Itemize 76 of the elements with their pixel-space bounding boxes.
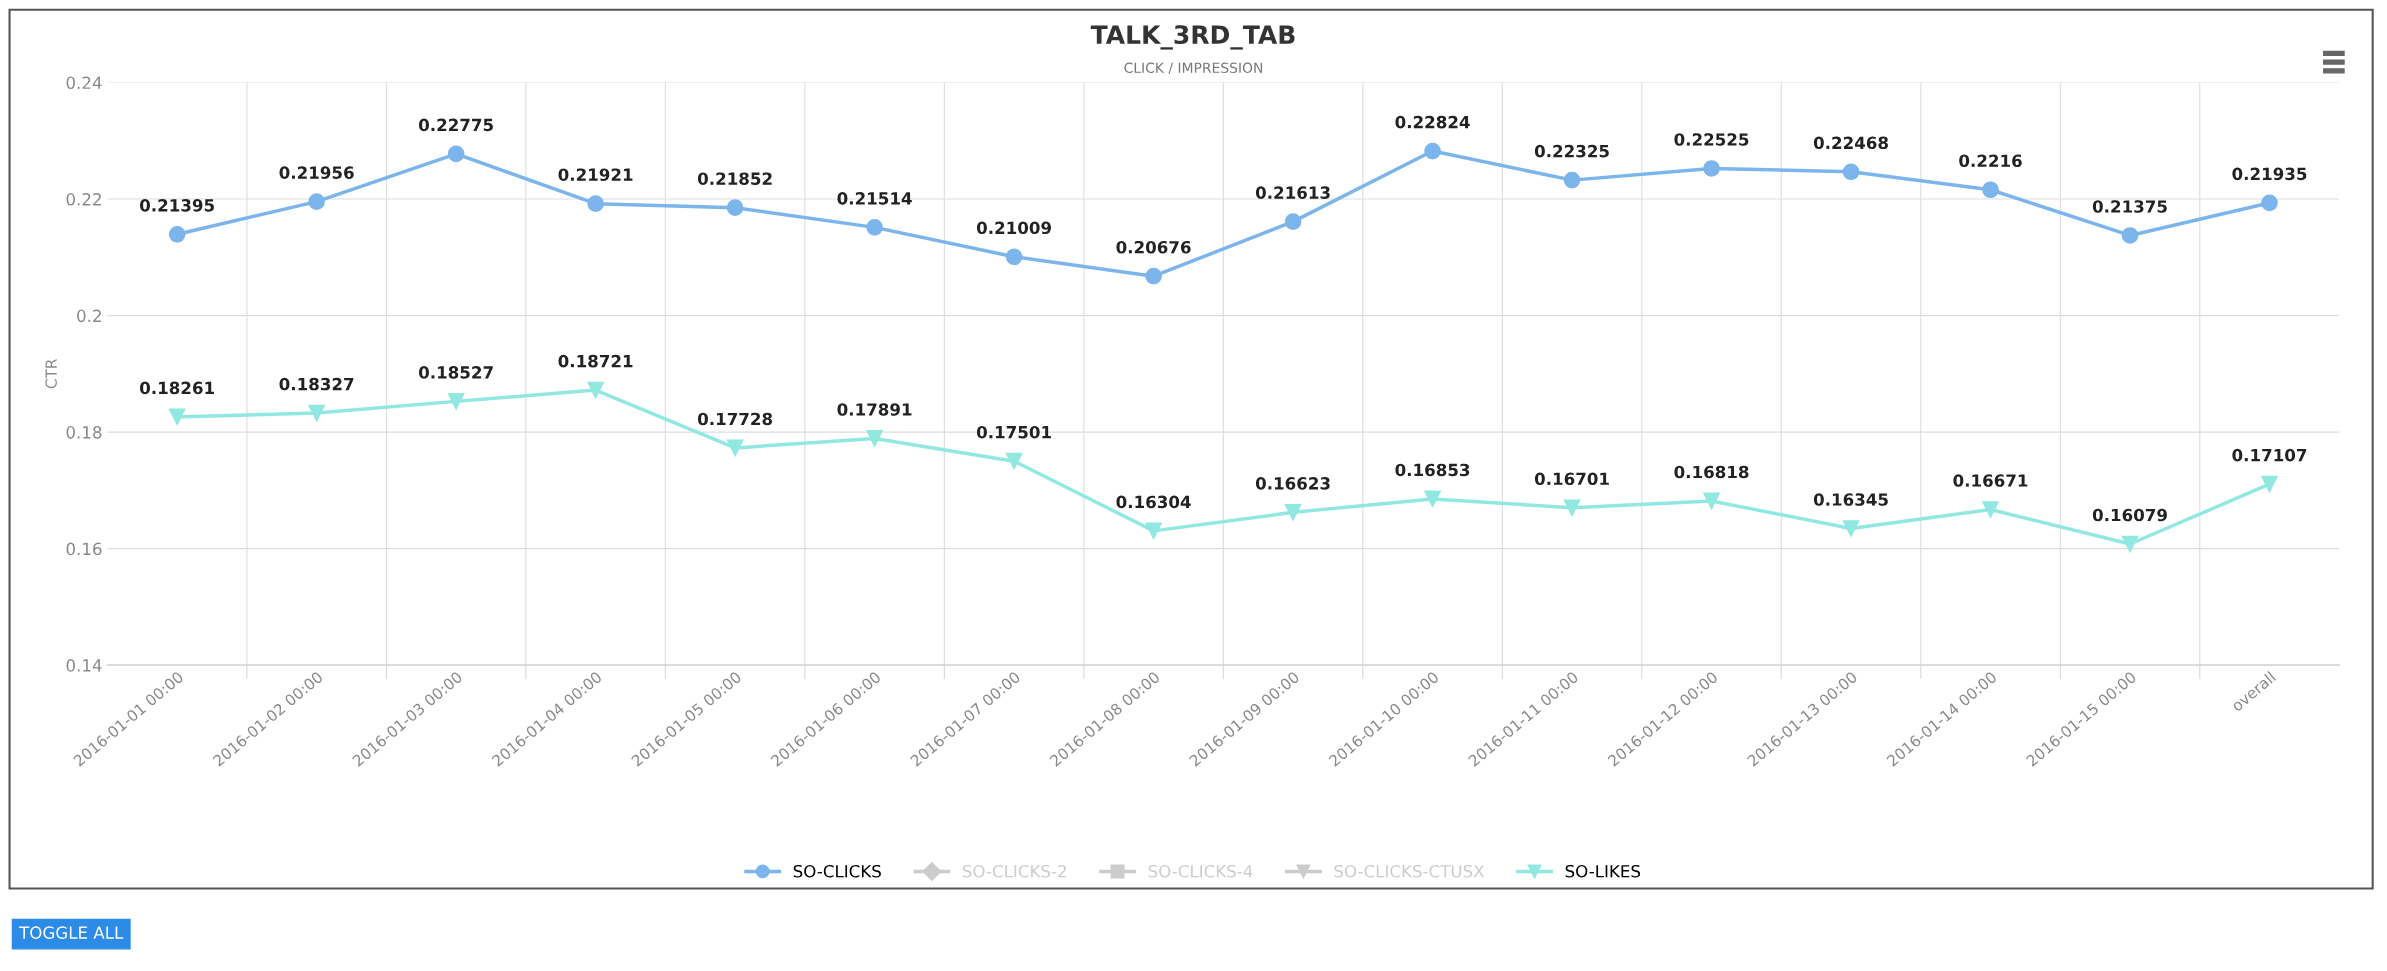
point bbox=[866, 219, 883, 236]
data-label: 0.21852 bbox=[697, 172, 772, 185]
data-label: 0.21514 bbox=[837, 192, 912, 205]
data-label: 0.20676 bbox=[1116, 240, 1191, 254]
data-label: 0.16345 bbox=[1813, 493, 1888, 506]
chart-subtitle: CLICK / IMPRESSION bbox=[1124, 62, 1263, 75]
data-label: 0.18327 bbox=[279, 377, 354, 391]
data-label: 0.21956 bbox=[279, 166, 354, 179]
data-label: 0.21935 bbox=[2232, 167, 2307, 181]
y-tick-label: 0.18 bbox=[66, 426, 102, 439]
point bbox=[1982, 181, 1999, 199]
point bbox=[168, 225, 186, 243]
data-label: 0.16853 bbox=[1395, 463, 1470, 477]
point bbox=[1145, 522, 1162, 540]
point bbox=[587, 195, 604, 212]
data-label: 0.17728 bbox=[697, 412, 773, 426]
point bbox=[866, 430, 883, 447]
text: TOGGLE ALL bbox=[19, 926, 124, 939]
point bbox=[308, 193, 325, 210]
point bbox=[1982, 501, 1999, 518]
point bbox=[1145, 267, 1162, 285]
legend-label: SO-LIKES bbox=[1565, 864, 1641, 878]
point bbox=[1703, 492, 1720, 510]
point bbox=[447, 145, 465, 163]
data-label: 0.22824 bbox=[1395, 115, 1470, 129]
point bbox=[2261, 475, 2278, 493]
data-label: 0.22325 bbox=[1534, 144, 1609, 158]
data-label: 0.16623 bbox=[1255, 477, 1330, 490]
data-label: 0.16079 bbox=[2092, 508, 2167, 522]
point bbox=[2261, 194, 2278, 212]
data-label: 0.21613 bbox=[1255, 186, 1330, 199]
data-label: 0.18721 bbox=[558, 354, 633, 368]
data-label: 0.22525 bbox=[1674, 133, 1749, 146]
data-label: 0.17501 bbox=[976, 425, 1051, 439]
point bbox=[1563, 171, 1581, 189]
point bbox=[1005, 452, 1023, 470]
chart-title: TALK_3RD_TAB bbox=[1090, 25, 1295, 50]
point bbox=[308, 404, 325, 422]
data-label: 0.16304 bbox=[1116, 495, 1191, 509]
point bbox=[447, 393, 465, 410]
legend-label: SO-CLICKS bbox=[793, 864, 881, 878]
data-label: 0.21009 bbox=[976, 221, 1051, 235]
data-label: 0.18261 bbox=[140, 381, 214, 395]
y-tick-label: 0.2 bbox=[77, 309, 101, 323]
point bbox=[2121, 535, 2139, 553]
point bbox=[1284, 213, 1302, 230]
point bbox=[1284, 503, 1302, 521]
y-axis-title: CTR bbox=[45, 358, 57, 389]
point bbox=[1703, 160, 1720, 177]
point bbox=[168, 408, 186, 426]
point bbox=[587, 381, 604, 399]
point bbox=[1842, 163, 1860, 181]
y-tick-label: 0.16 bbox=[66, 542, 102, 556]
data-label: 0.16818 bbox=[1674, 465, 1749, 479]
data-label: 0.22775 bbox=[418, 118, 493, 132]
y-tick-label: 0.24 bbox=[66, 76, 102, 90]
data-label: 0.17107 bbox=[2232, 448, 2307, 462]
data-label: 0.21921 bbox=[558, 168, 633, 181]
data-label: 0.17891 bbox=[837, 403, 912, 416]
data-label: 0.21395 bbox=[140, 199, 214, 212]
data-label: 0.18527 bbox=[418, 366, 493, 379]
point bbox=[726, 199, 744, 217]
y-tick-label: 0.14 bbox=[66, 659, 102, 672]
point bbox=[1842, 520, 1860, 537]
point bbox=[2121, 227, 2139, 244]
point bbox=[1424, 490, 1441, 508]
data-label: 0.16671 bbox=[1953, 474, 2028, 487]
y-tick-label: 0.22 bbox=[66, 193, 101, 206]
point bbox=[1005, 248, 1023, 266]
point bbox=[726, 439, 744, 457]
data-label: 0.16701 bbox=[1534, 472, 1609, 486]
data-label: 0.22468 bbox=[1813, 136, 1888, 150]
data-label: 0.2216 bbox=[1959, 154, 2022, 168]
point bbox=[1563, 499, 1581, 517]
point bbox=[1424, 142, 1441, 160]
data-label: 0.21375 bbox=[2092, 200, 2167, 213]
